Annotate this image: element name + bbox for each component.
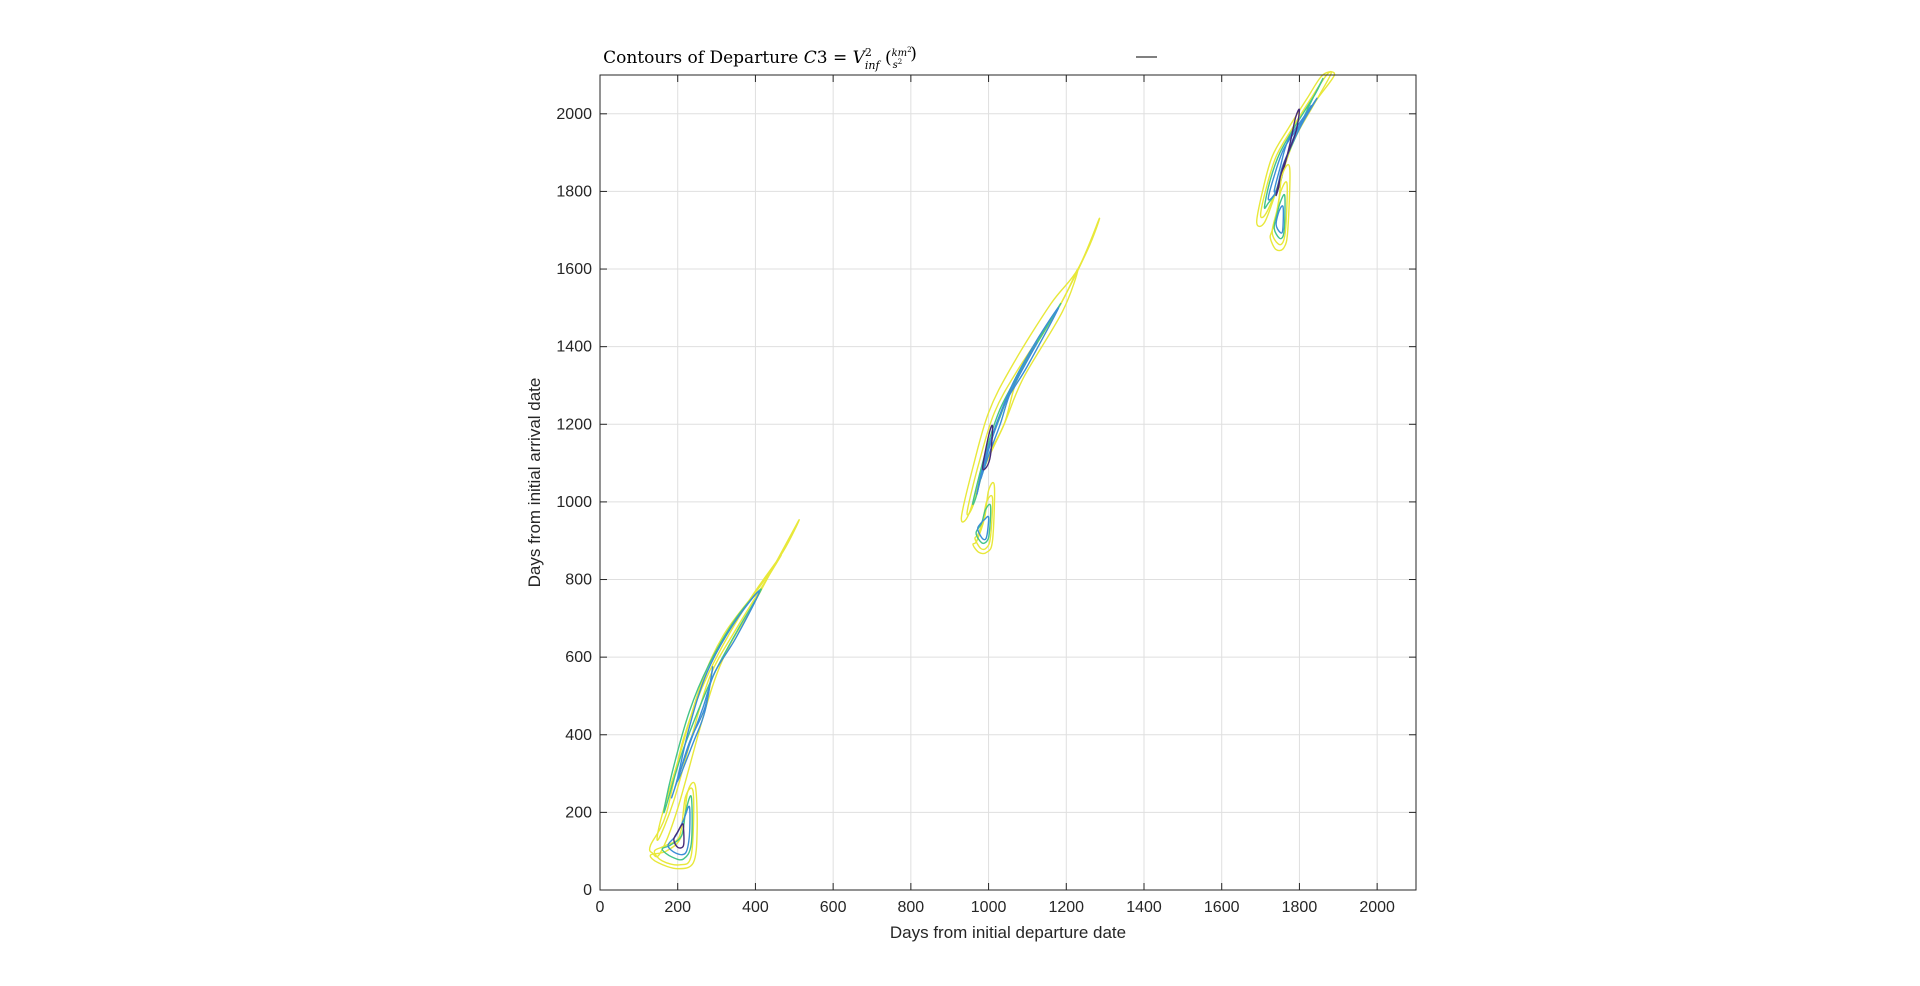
plot-background [600,75,1416,890]
plot-frame [599,74,1417,891]
title-v: V [853,48,867,68]
x-tick-label: 1400 [1126,899,1162,916]
y-tick-label: 400 [565,727,592,744]
title-frac-den: s [893,60,898,71]
title-frac-num-sup: 2 [907,46,911,54]
contour-region-1-lobe-yellow [653,787,695,866]
x-tick-label: 1000 [971,899,1007,916]
y-tick-label: 1600 [556,261,592,278]
y-tick-label: 2000 [556,106,592,123]
contour-region-1-lobe-yellow [649,781,698,870]
title-num: 3 [817,48,828,68]
title-prefix: Contours of Departure [603,48,804,68]
contour-region-1-main-blue [670,590,760,799]
y-tick-label: 1400 [556,339,592,356]
title-frac-den-sup: 2 [898,58,902,66]
contour-region-1-lobe-green [661,795,693,861]
x-tick-label: 2000 [1359,899,1395,916]
x-tick-label: 200 [664,899,691,916]
contour-region-1-main-green [663,588,763,814]
title-frac-num: km [892,48,908,59]
title-sub: inf [865,59,882,72]
x-tick-label: 0 [596,899,605,916]
contour-region-3-lobe-yellow [1271,181,1288,246]
contour-region-3-lobe-green [1273,193,1286,240]
x-tick-label: 800 [898,899,925,916]
contour-region-1-main-blue [676,666,714,782]
contour-region-2-main-purple [981,424,994,471]
y-axis-label: Days from initial arrival date [525,378,544,588]
x-tick-label: 1600 [1204,899,1240,916]
y-tick-label: 1800 [556,183,592,200]
y-tick-label: 200 [565,804,592,821]
x-tick-label: 1200 [1048,899,1084,916]
y-tick-label: 1200 [556,416,592,433]
x-tick-label: 1800 [1282,899,1318,916]
title-sup: 2 [865,46,872,59]
axis-ticks: 0 200 400 600 800 1000 1200 1400 1600 1800 2000 0 20… [556,75,1416,916]
contour-region-1-lobe-purple [673,823,685,849]
chart-title: Contours of Departure C3 = V2 inf (km2 s2) [603,44,917,72]
title-var: C [804,48,817,68]
grid-lines [599,75,1416,891]
plot-area: 0 200 400 600 800 1000 1200 1400 1600 1800 2000 0 20… [556,70,1417,916]
y-tick-label: 0 [583,882,592,899]
contour-region-3-lobe-blue [1275,205,1285,234]
y-tick-label: 600 [565,649,592,666]
contour-region-2-lobe-blue [976,515,990,541]
x-tick-label: 600 [820,899,847,916]
x-tick-label: 400 [742,899,769,916]
title-eq: = [828,48,853,68]
contour-region-2-lobe-yellow [972,481,996,555]
contour-region-1-main-yellow [648,519,800,858]
contour-lines [648,70,1336,870]
y-tick-label: 800 [565,572,592,589]
y-tick-label: 1000 [556,494,592,511]
x-axis-label: Days from initial departure date [890,923,1126,942]
